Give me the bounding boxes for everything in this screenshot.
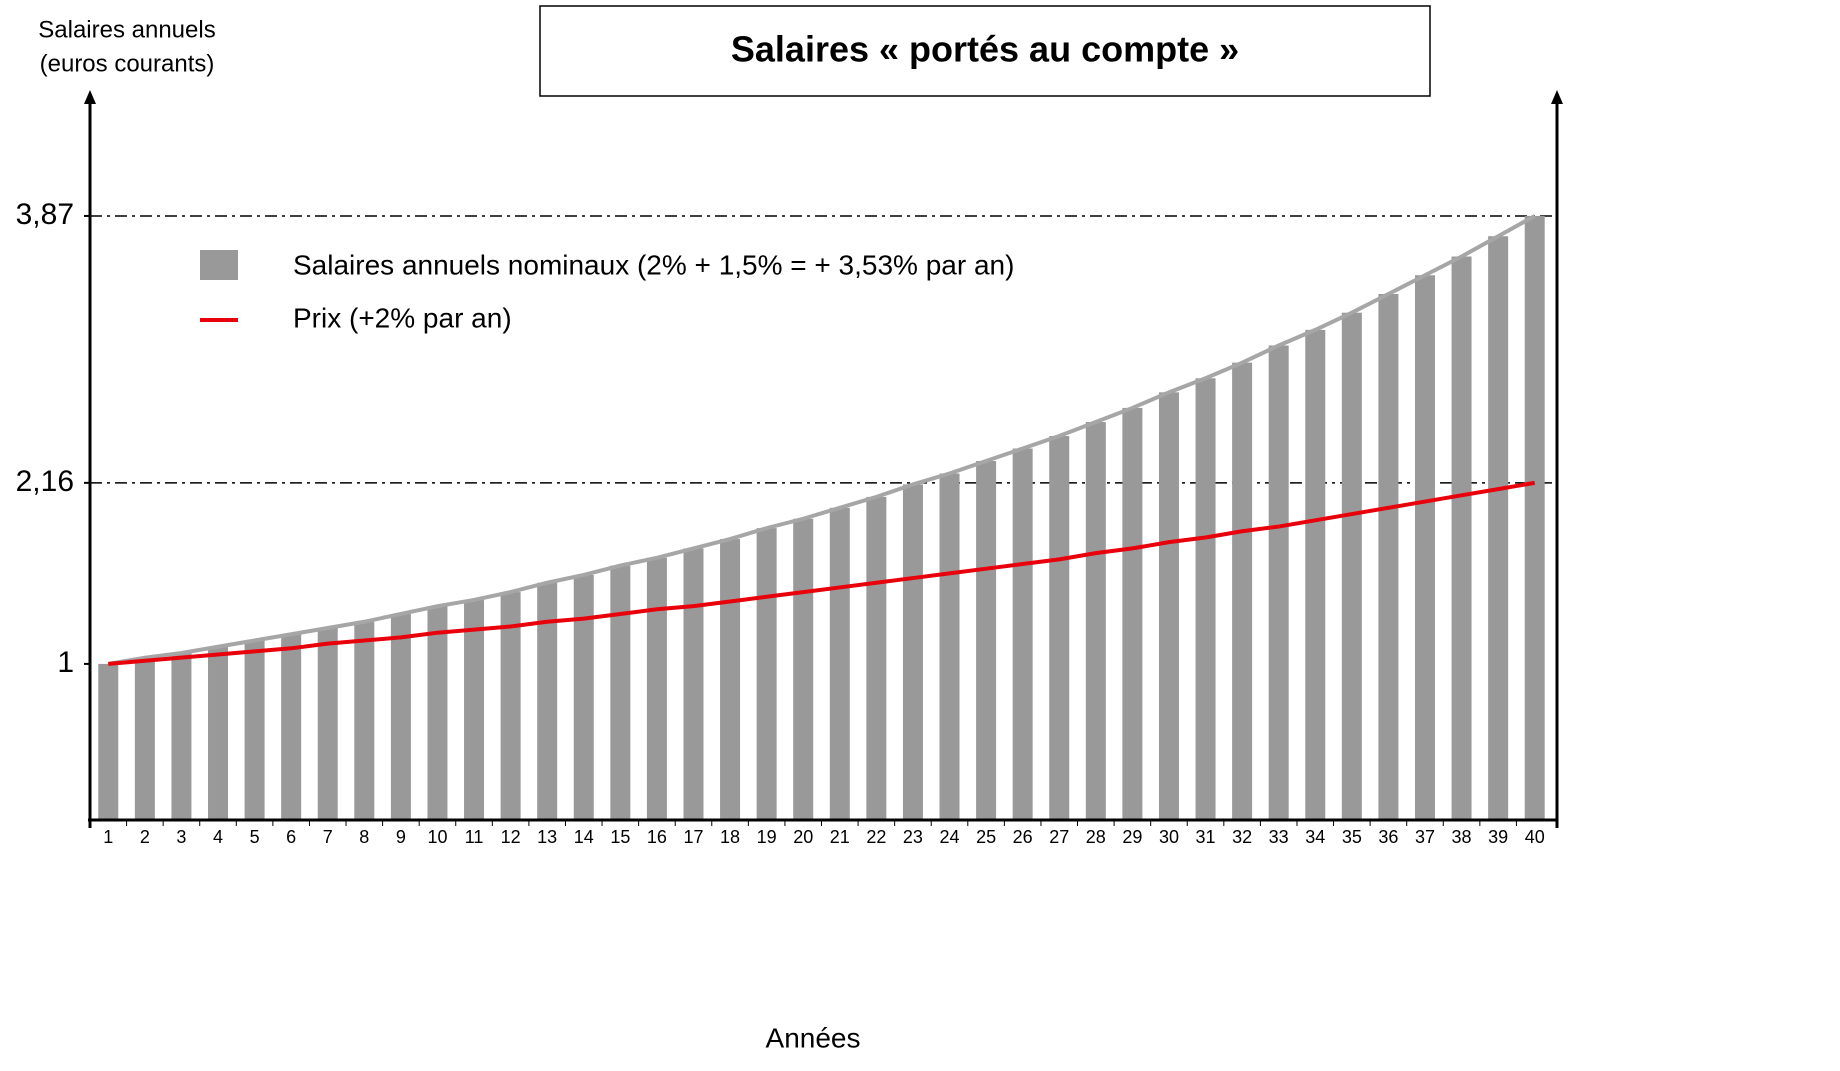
x-tick-label: 2 — [140, 827, 150, 847]
chart-title: Salaires « portés au compte » — [731, 29, 1239, 70]
bar — [208, 646, 229, 820]
x-tick-label: 6 — [286, 827, 296, 847]
x-tick-label: 29 — [1122, 827, 1142, 847]
bar — [1341, 312, 1362, 820]
x-tick-label: 34 — [1305, 827, 1325, 847]
y-tick-label: 3,87 — [16, 198, 74, 231]
line — [108, 480, 1536, 666]
x-tick-label: 40 — [1525, 827, 1545, 847]
x-tick-label: 16 — [647, 827, 667, 847]
bar — [537, 582, 558, 820]
x-axis-label: Années — [766, 1022, 861, 1053]
bar — [354, 621, 375, 820]
bar — [98, 663, 119, 820]
bar — [1158, 392, 1179, 820]
x-tick-label: 18 — [720, 827, 740, 847]
x-tick-label: 7 — [323, 827, 333, 847]
bar — [1195, 378, 1216, 820]
bar — [134, 657, 155, 820]
x-tick-label: 4 — [213, 827, 223, 847]
x-tick-label: 10 — [427, 827, 447, 847]
y-axis-label: Salaires annuels — [38, 16, 215, 43]
x-tick-label: 33 — [1269, 827, 1289, 847]
bar — [281, 634, 302, 820]
bar — [720, 539, 741, 820]
legend-swatch — [200, 250, 238, 280]
bar — [939, 473, 960, 820]
title-box — [539, 5, 1431, 97]
x-tick-label: 22 — [866, 827, 886, 847]
bar — [1378, 293, 1399, 821]
bar — [244, 640, 265, 820]
x-tick-label: 31 — [1196, 827, 1216, 847]
x-tick-label: 24 — [939, 827, 959, 847]
bar — [829, 507, 850, 820]
legend-label: Salaires annuels nominaux (2% + 1,5% = +… — [293, 249, 1014, 280]
bar — [390, 613, 411, 820]
bar — [1268, 345, 1289, 820]
bar — [1451, 256, 1472, 820]
bar — [464, 599, 485, 820]
bar — [610, 565, 631, 820]
x-tick-label: 23 — [903, 827, 923, 847]
bar — [902, 484, 923, 820]
bar — [1232, 362, 1253, 820]
axis-arrow — [84, 90, 96, 104]
x-tick-label: 5 — [250, 827, 260, 847]
x-tick-label: 17 — [683, 827, 703, 847]
x-tick-label: 28 — [1086, 827, 1106, 847]
x-tick-label: 36 — [1378, 827, 1398, 847]
bar-envelope-line — [107, 214, 1536, 666]
x-tick-label: 1 — [103, 827, 113, 847]
x-tick-label: 14 — [574, 827, 594, 847]
x-tick-label: 21 — [830, 827, 850, 847]
x-tick-label: 13 — [537, 827, 557, 847]
x-tick-label: 3 — [176, 827, 186, 847]
bar — [1305, 329, 1326, 820]
x-tick-label: 35 — [1342, 827, 1362, 847]
x-tick-label: 32 — [1232, 827, 1252, 847]
x-tick-label: 15 — [610, 827, 630, 847]
y-axis-label: (euros courants) — [40, 50, 215, 77]
x-tick-label: 27 — [1049, 827, 1069, 847]
bar — [500, 592, 521, 820]
bar — [646, 557, 667, 820]
x-tick-label: 38 — [1452, 827, 1472, 847]
bar — [1524, 215, 1545, 820]
bar — [1085, 421, 1106, 820]
bar — [683, 548, 704, 820]
axis-arrow — [1551, 90, 1563, 104]
x-tick-label: 9 — [396, 827, 406, 847]
x-tick-label: 20 — [793, 827, 813, 847]
bar — [1488, 236, 1509, 820]
bar — [793, 518, 814, 820]
y-tick-label: 1 — [57, 646, 74, 679]
bar — [976, 461, 997, 820]
x-tick-label: 37 — [1415, 827, 1435, 847]
legend-label: Prix (+2% par an) — [293, 302, 512, 333]
x-tick-label: 30 — [1159, 827, 1179, 847]
y-tick-label: 2,16 — [16, 465, 74, 498]
bar — [427, 606, 448, 820]
x-tick-label: 12 — [501, 827, 521, 847]
bar — [756, 528, 777, 820]
bar — [573, 574, 594, 820]
x-tick-label: 25 — [976, 827, 996, 847]
bar — [171, 652, 192, 820]
bar — [317, 628, 338, 820]
bar — [1012, 448, 1033, 820]
bar — [1122, 407, 1143, 820]
x-tick-label: 11 — [465, 827, 484, 847]
x-tick-label: 26 — [1013, 827, 1033, 847]
bar — [1414, 275, 1435, 820]
bar — [866, 496, 887, 820]
x-tick-label: 19 — [757, 827, 777, 847]
x-tick-label: 8 — [359, 827, 369, 847]
bar — [1049, 436, 1070, 820]
x-tick-label: 39 — [1488, 827, 1508, 847]
